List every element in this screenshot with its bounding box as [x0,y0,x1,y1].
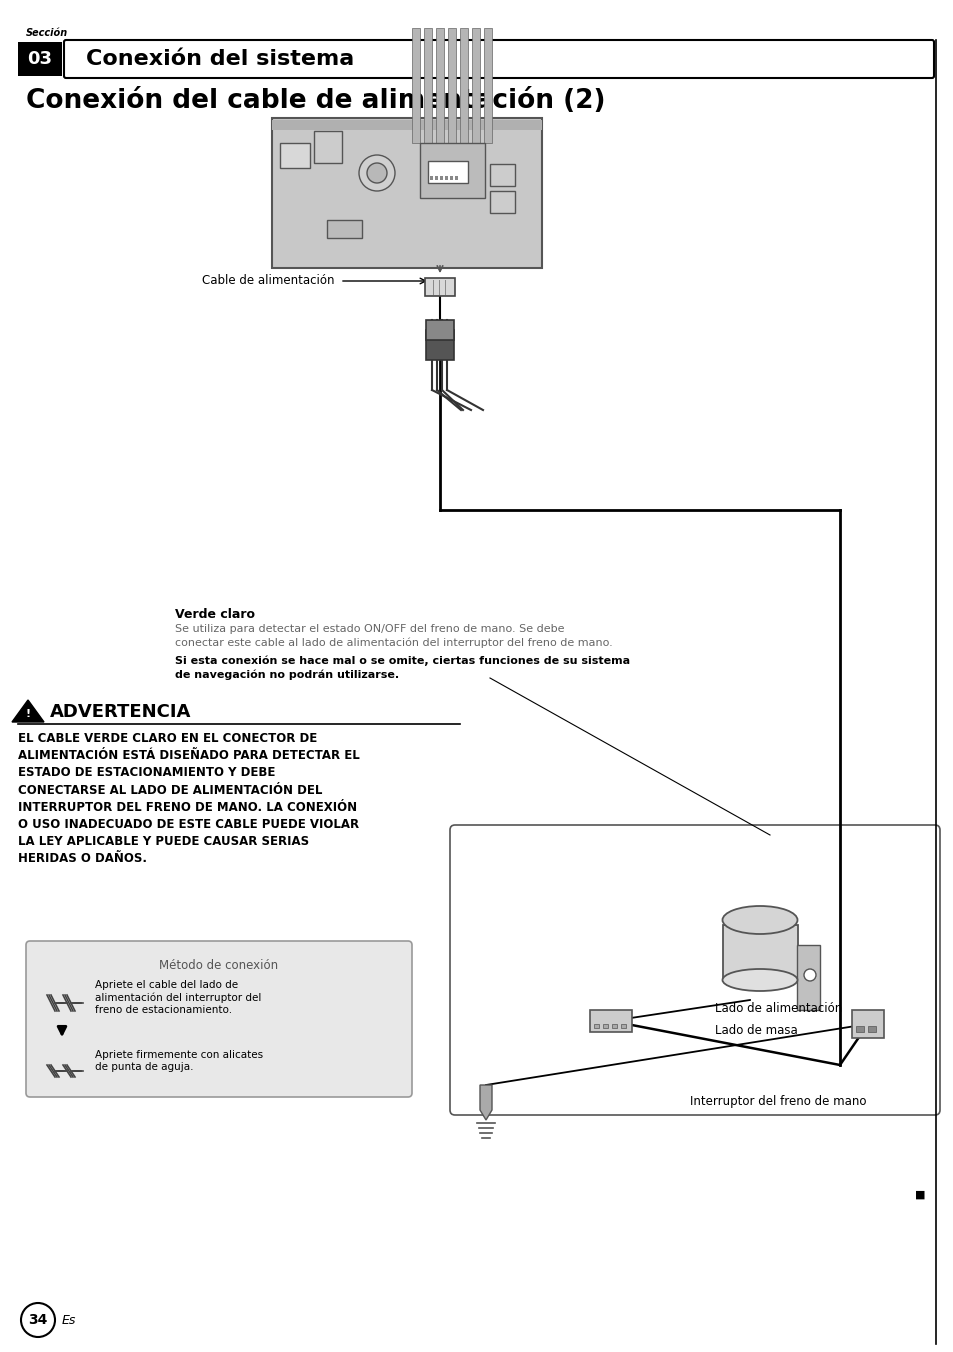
Text: 03: 03 [28,50,52,68]
Text: Si esta conexión se hace mal o se omite, ciertas funciones de su sistema: Si esta conexión se hace mal o se omite,… [174,654,630,665]
Bar [272,118,541,268]
Bar [436,28,443,143]
Bar [439,176,442,180]
Bar [455,176,457,180]
Bar [419,143,484,197]
Bar [426,320,454,339]
Text: Se utiliza para detectar el estado ON/OFF del freno de mano. Se debe: Se utiliza para detectar el estado ON/OF… [174,625,564,634]
Circle shape [367,164,387,183]
Bar [602,1023,607,1028]
Text: Sección: Sección [26,28,69,38]
Bar [589,1010,631,1032]
Bar [722,925,797,980]
Bar [314,131,341,164]
Text: !: ! [26,708,30,719]
Circle shape [21,1303,55,1337]
Bar [612,1023,617,1028]
Text: ■: ■ [914,1190,924,1201]
Polygon shape [12,700,44,722]
Bar [426,330,454,360]
Text: 34: 34 [29,1313,48,1328]
FancyBboxPatch shape [18,42,62,76]
Bar [490,164,515,187]
Bar [280,143,310,168]
Text: Apriete el cable del lado de
alimentación del interruptor del
freno de estaciona: Apriete el cable del lado de alimentació… [95,980,261,1015]
FancyBboxPatch shape [450,825,939,1115]
Text: Cable de alimentación: Cable de alimentación [202,274,335,288]
Bar [472,28,479,143]
Bar [327,220,361,238]
Circle shape [803,969,815,982]
Bar [272,120,541,130]
Ellipse shape [721,969,797,991]
Bar [851,1010,883,1038]
Bar [490,191,515,214]
Text: Interruptor del freno de mano: Interruptor del freno de mano [689,1095,865,1109]
Bar [459,28,468,143]
Bar [430,176,433,180]
Bar [423,28,432,143]
Bar [448,28,456,143]
Text: Lado de alimentación: Lado de alimentación [714,1002,841,1015]
Bar [483,28,492,143]
Bar [424,279,455,296]
Polygon shape [796,945,820,1010]
FancyBboxPatch shape [64,41,933,78]
Bar [594,1023,598,1028]
Bar [444,176,448,180]
Bar [450,176,453,180]
Circle shape [358,155,395,191]
Bar [620,1023,625,1028]
Bar [855,1026,863,1032]
Text: Conexión del sistema: Conexión del sistema [86,49,354,69]
Bar [867,1026,875,1032]
Bar [428,161,468,183]
FancyBboxPatch shape [26,941,412,1096]
Ellipse shape [721,906,797,934]
Text: ADVERTENCIA: ADVERTENCIA [50,703,192,721]
Text: conectar este cable al lado de alimentación del interruptor del freno de mano.: conectar este cable al lado de alimentac… [174,638,612,649]
Text: Método de conexión: Método de conexión [159,959,278,972]
Bar [435,176,437,180]
Bar [412,28,419,143]
Text: de navegación no podrán utilizarse.: de navegación no podrán utilizarse. [174,669,398,680]
Polygon shape [479,1086,492,1119]
Text: Conexión del cable de alimentación (2): Conexión del cable de alimentación (2) [26,88,605,114]
Text: Es: Es [62,1314,76,1326]
Text: Verde claro: Verde claro [174,608,254,621]
Text: Apriete firmemente con alicates
de punta de aguja.: Apriete firmemente con alicates de punta… [95,1051,263,1072]
Text: Lado de masa: Lado de masa [714,1023,797,1037]
Text: EL CABLE VERDE CLARO EN EL CONECTOR DE
ALIMENTACIÓN ESTÁ DISEÑADO PARA DETECTAR : EL CABLE VERDE CLARO EN EL CONECTOR DE A… [18,731,359,865]
